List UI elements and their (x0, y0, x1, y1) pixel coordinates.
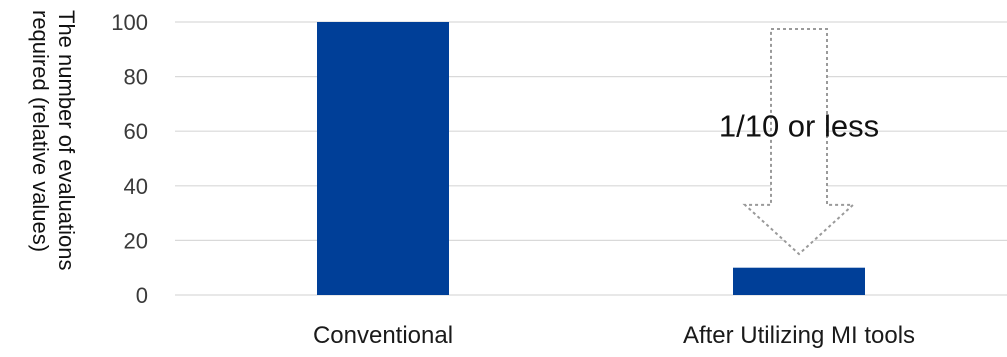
y-axis-label-line-1: The number of evaluations (54, 10, 79, 271)
gridlines (175, 21, 1007, 296)
y-tick-label-100: 100 (111, 10, 148, 35)
y-tick-label-40: 40 (124, 174, 148, 199)
y-axis-label: The number of evaluations required (rela… (28, 10, 79, 271)
down-arrow (742, 28, 856, 256)
bar-0 (317, 22, 449, 295)
y-tick-label-0: 0 (136, 283, 148, 308)
y-tick-label-60: 60 (124, 119, 148, 144)
category-label-1: After Utilizing MI tools (683, 322, 915, 349)
bar-1 (733, 267, 865, 295)
category-label-0: Conventional (313, 322, 453, 349)
y-tick-label-80: 80 (124, 65, 148, 90)
category-labels: Conventional After Utilizing MI tools (313, 322, 915, 349)
bars (317, 22, 865, 295)
reduction-annotation: 1/10 or less (719, 28, 879, 256)
y-axis-label-line-2: required (relative values) (28, 10, 53, 252)
annotation-text: 1/10 or less (719, 109, 879, 144)
y-tick-labels: 0 20 40 60 80 100 (111, 10, 148, 308)
y-tick-label-20: 20 (124, 228, 148, 253)
